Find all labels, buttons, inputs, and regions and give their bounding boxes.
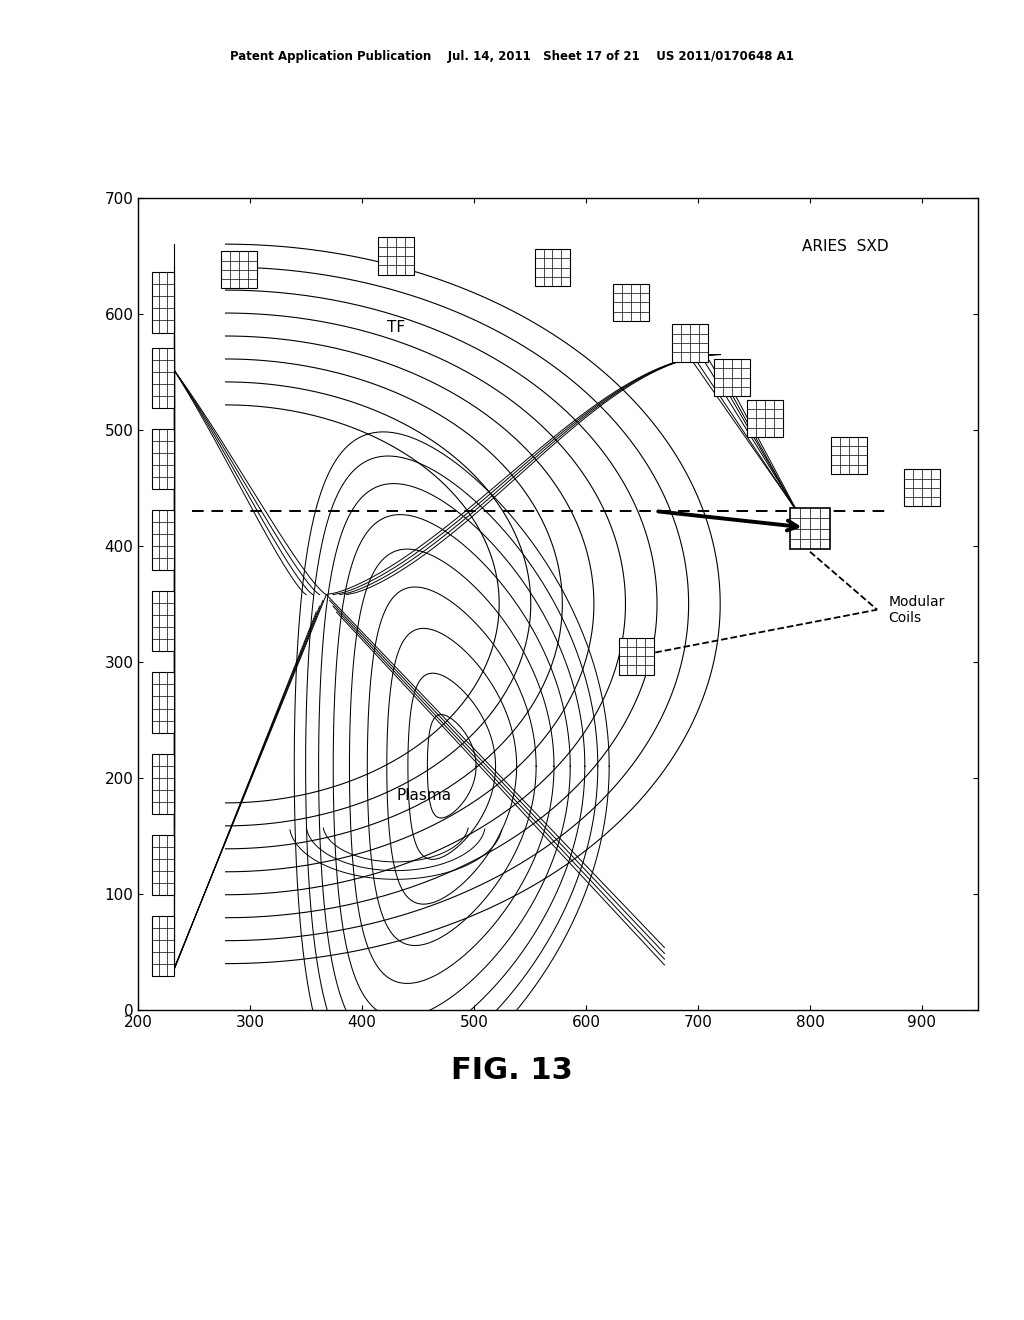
- Bar: [221, 251, 257, 289]
- Bar: [673, 325, 709, 362]
- Bar: [152, 347, 174, 408]
- Bar: [152, 510, 174, 570]
- Bar: [613, 284, 649, 321]
- Bar: [618, 638, 654, 675]
- Bar: [748, 400, 783, 437]
- Text: Modular
Coils: Modular Coils: [889, 594, 945, 624]
- Bar: [152, 916, 174, 977]
- Bar: [535, 249, 570, 286]
- Bar: [152, 754, 174, 814]
- Bar: [152, 429, 174, 490]
- Bar: [378, 238, 414, 275]
- Bar: [831, 437, 867, 474]
- Text: Plasma: Plasma: [396, 788, 452, 803]
- Text: TF: TF: [387, 321, 404, 335]
- Bar: [152, 272, 174, 333]
- Bar: [152, 591, 174, 652]
- Text: Patent Application Publication    Jul. 14, 2011   Sheet 17 of 21    US 2011/0170: Patent Application Publication Jul. 14, …: [230, 50, 794, 63]
- Bar: [152, 834, 174, 895]
- Text: ARIES  SXD: ARIES SXD: [802, 239, 889, 253]
- Text: FIG. 13: FIG. 13: [452, 1056, 572, 1085]
- Bar: [790, 508, 830, 549]
- Bar: [904, 470, 940, 507]
- Bar: [152, 672, 174, 733]
- Bar: [714, 359, 750, 396]
